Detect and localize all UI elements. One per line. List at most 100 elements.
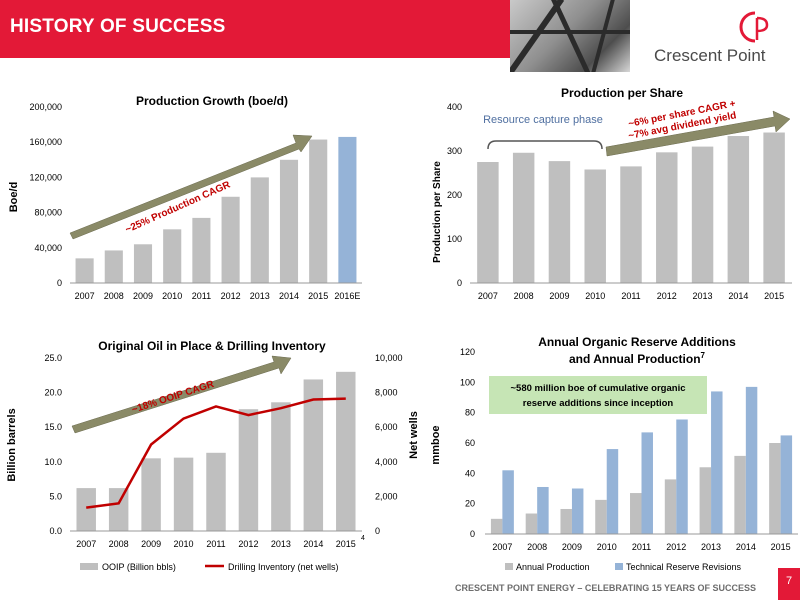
ooip-bar-2014	[303, 379, 324, 531]
page-number: 7	[778, 568, 800, 600]
legend: OOIP (Billion bbls) Drilling Inventory (…	[80, 562, 339, 572]
y-tick-label: 2,000	[375, 491, 398, 501]
bar-2015	[763, 132, 785, 283]
footnote-marker: 4	[361, 535, 365, 542]
production-bar-2013	[699, 467, 712, 534]
x-tick-label: 2007	[478, 291, 498, 301]
ooip-bar-2011	[206, 452, 226, 531]
drilling-inventory-line	[86, 397, 346, 509]
bar-2010	[163, 229, 182, 283]
x-tick-label: 2012	[666, 542, 686, 552]
bar-2011	[620, 166, 642, 283]
y-tick-label: 6,000	[375, 422, 398, 432]
y-tick-label: 300	[447, 146, 462, 156]
y-tick-label: 200	[447, 190, 462, 200]
x-tick-label: 2012	[238, 539, 258, 549]
revisions-bar-2014	[745, 386, 758, 534]
bar-2011	[192, 217, 211, 283]
x-tick-label: 2009	[133, 291, 153, 301]
x-tick-label: 2014	[736, 542, 756, 552]
x-tick-label: 2010	[174, 539, 194, 549]
bar-2009	[133, 244, 153, 283]
per-share-arrow	[605, 110, 791, 157]
production-bar-2007	[490, 518, 503, 534]
y-tick-label: 15.0	[44, 422, 62, 432]
x-tick-label: 2007	[75, 291, 95, 301]
x-tick-label: 2010	[585, 291, 605, 301]
x-tick-label: 2007	[492, 542, 512, 552]
y-tick-label: 5.0	[49, 491, 62, 501]
x-tick-label: 2011	[621, 291, 640, 301]
production-bar-2011	[630, 493, 642, 534]
ooip-cagr-arrow	[71, 355, 292, 434]
production-per-share-chart: Production per Share Production per Shar…	[432, 86, 792, 301]
legend-label-revisions: Technical Reserve Revisions	[626, 562, 742, 572]
legend-swatch-ooip	[80, 563, 98, 570]
x-tick-label: 2011	[632, 542, 651, 552]
production-growth-chart: Production Growth (boe/d) Boe/d 0 40,000 8…	[8, 94, 362, 301]
y-axis-label: Boe/d	[8, 182, 20, 213]
y-tick-label: 0	[470, 529, 475, 539]
legend-label-production: Annual Production	[516, 562, 590, 572]
x-tick-label: 2016E	[334, 291, 360, 301]
y-tick-label: 4,000	[375, 457, 398, 467]
bar-2014	[727, 136, 750, 283]
ooip-bar-2008	[108, 488, 129, 531]
y-axis-label: mmboe	[430, 425, 442, 464]
revisions-bar-2010	[606, 449, 619, 534]
y-tick-label: 0	[57, 278, 62, 288]
footer-text: CRESCENT POINT ENERGY – CELEBRATING 15 Y…	[455, 583, 757, 593]
title-band: HISTORY OF SUCCESS	[0, 0, 510, 58]
y-axis-label: Billion barrels	[6, 408, 18, 481]
x-tick-label: 2010	[597, 542, 617, 552]
chart-title: Original Oil in Place & Drilling Invento…	[98, 339, 326, 353]
y-tick-label: 0	[457, 278, 462, 288]
y2-axis-label: Net wells	[408, 411, 420, 459]
callout-line1: ~580 million boe of cumulative organic	[510, 383, 685, 394]
bar-2012	[221, 196, 240, 283]
revisions-bar-2015	[780, 435, 793, 534]
ooip-bar-2012	[238, 409, 259, 531]
legend-label-ooip: OOIP (Billion bbls)	[102, 562, 176, 572]
y-tick-label: 120,000	[29, 172, 62, 182]
revisions-bar-2012	[676, 419, 688, 534]
revisions-bar-2008	[537, 486, 549, 534]
ooip-bar-2010	[173, 457, 194, 531]
bar-2007	[477, 162, 499, 283]
x-tick-label: 2013	[250, 291, 270, 301]
y-tick-label: 80,000	[34, 208, 62, 218]
x-tick-label: 2012	[221, 291, 241, 301]
logo-mark-icon	[739, 11, 769, 43]
x-tick-label: 2008	[104, 291, 124, 301]
x-tick-label: 2007	[76, 539, 96, 549]
revisions-bar-2007	[502, 470, 514, 534]
chart-title: Production Growth (boe/d)	[136, 94, 288, 108]
header-photo	[510, 0, 630, 72]
production-bar-2009	[560, 508, 572, 534]
ooip-bar-2009	[141, 458, 161, 531]
y-tick-label: 200,000	[29, 102, 62, 112]
bar-2010	[584, 169, 606, 283]
x-tick-label: 2013	[701, 542, 721, 552]
production-bar-2014	[734, 455, 746, 534]
y-tick-label: 20	[465, 499, 475, 509]
legend: Annual Production Technical Reserve Revi…	[505, 562, 742, 572]
ooip-drilling-chart: Original Oil in Place & Drilling Invento…	[6, 339, 420, 572]
bar-2013	[250, 177, 269, 283]
x-tick-label: 2015	[308, 291, 328, 301]
y-tick-label: 10.0	[44, 457, 62, 467]
cumulative-callout	[489, 376, 707, 414]
x-tick-label: 2015	[771, 542, 791, 552]
revisions-bar-2009	[571, 488, 584, 534]
x-tick-label: 2010	[162, 291, 182, 301]
y-axis-label: Production per Share	[432, 161, 443, 263]
x-tick-label: 2009	[141, 539, 161, 549]
ooip-bar-2015	[336, 371, 356, 531]
production-bar-2015	[769, 443, 781, 534]
y-tick-label: 60	[465, 438, 475, 448]
resource-capture-brace	[487, 140, 603, 150]
bar-2016E	[338, 136, 357, 283]
x-tick-label: 2008	[514, 291, 534, 301]
y-tick-label: 25.0	[44, 353, 62, 363]
x-tick-label: 2011	[206, 539, 225, 549]
